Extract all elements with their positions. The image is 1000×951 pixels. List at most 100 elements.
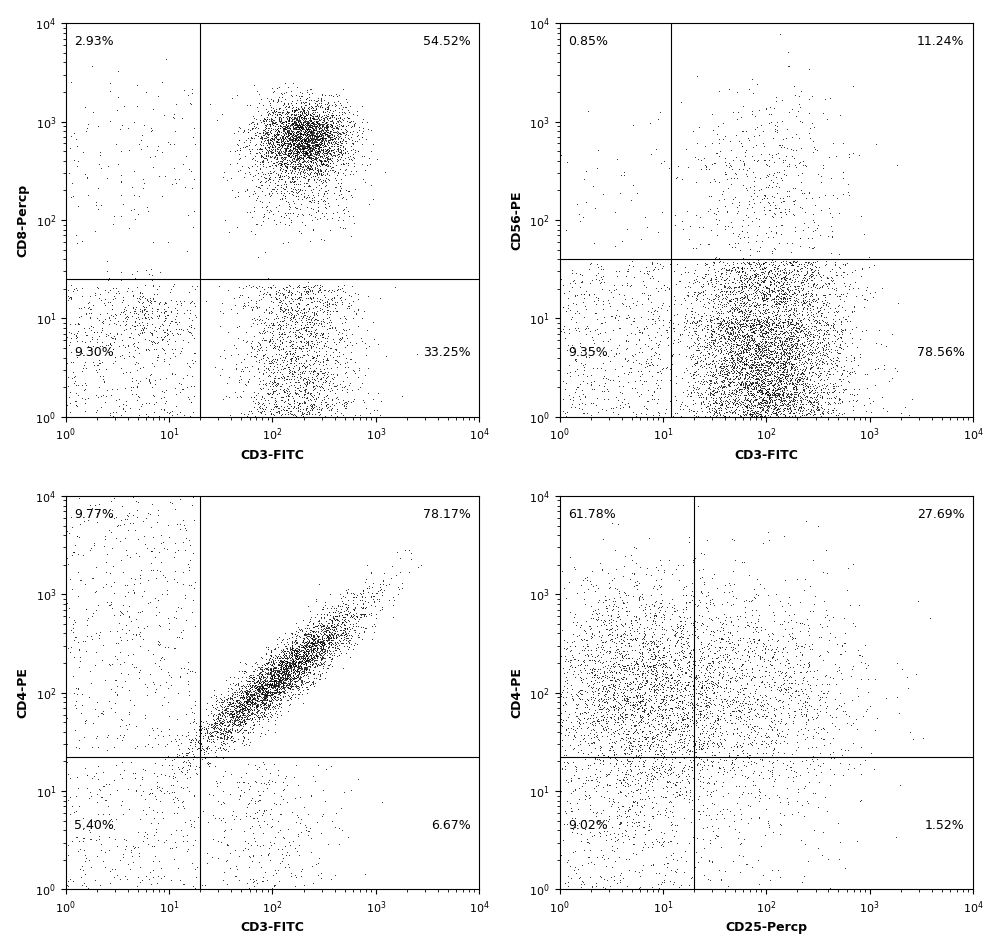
- Point: [674, 394, 690, 409]
- Point: [711, 353, 727, 368]
- Point: [702, 273, 718, 288]
- Point: [711, 378, 727, 394]
- Point: [808, 710, 824, 726]
- Point: [287, 385, 303, 400]
- Point: [302, 166, 318, 182]
- Point: [779, 401, 795, 417]
- Point: [745, 358, 761, 373]
- Point: [294, 160, 310, 175]
- Point: [279, 119, 295, 134]
- Point: [604, 796, 620, 811]
- Point: [241, 278, 257, 293]
- Point: [628, 671, 644, 687]
- Point: [252, 312, 268, 327]
- Point: [328, 157, 344, 172]
- Point: [266, 383, 282, 398]
- Point: [278, 638, 294, 653]
- Point: [696, 341, 712, 357]
- Point: [789, 262, 805, 278]
- Point: [263, 306, 279, 321]
- Point: [316, 618, 332, 633]
- Point: [294, 339, 310, 354]
- Text: 5.40%: 5.40%: [74, 819, 114, 831]
- Point: [662, 680, 678, 695]
- Point: [317, 636, 333, 651]
- Point: [265, 378, 281, 394]
- Point: [668, 636, 684, 651]
- Point: [617, 745, 633, 760]
- Point: [283, 661, 299, 676]
- Point: [280, 79, 296, 94]
- Point: [591, 732, 607, 747]
- Point: [731, 298, 747, 313]
- Point: [775, 131, 791, 146]
- Point: [296, 132, 312, 147]
- Point: [298, 359, 314, 375]
- Point: [764, 373, 780, 388]
- Point: [751, 679, 767, 694]
- Point: [668, 562, 684, 577]
- Point: [766, 405, 782, 420]
- Point: [777, 359, 793, 374]
- Point: [567, 759, 583, 774]
- Point: [773, 678, 789, 693]
- Point: [742, 337, 758, 352]
- Point: [798, 273, 814, 288]
- Point: [648, 737, 664, 752]
- Point: [314, 117, 330, 132]
- Point: [598, 599, 614, 614]
- Point: [627, 723, 643, 738]
- Point: [634, 701, 650, 716]
- Point: [763, 343, 779, 359]
- Point: [290, 403, 306, 418]
- Point: [757, 373, 773, 388]
- Point: [706, 323, 722, 339]
- Point: [552, 312, 568, 327]
- Point: [369, 402, 385, 417]
- Point: [70, 546, 86, 561]
- Point: [585, 611, 601, 626]
- Point: [199, 722, 215, 737]
- Point: [668, 721, 684, 736]
- Point: [799, 346, 815, 361]
- Point: [730, 686, 746, 701]
- Point: [175, 829, 191, 844]
- Point: [264, 677, 280, 692]
- Point: [634, 285, 650, 301]
- Point: [769, 364, 785, 379]
- Point: [764, 283, 780, 299]
- Point: [708, 384, 724, 399]
- Point: [755, 376, 771, 391]
- Point: [334, 625, 350, 640]
- Point: [289, 117, 305, 132]
- Point: [714, 805, 730, 821]
- Point: [156, 297, 172, 312]
- Point: [589, 664, 605, 679]
- Point: [696, 719, 712, 734]
- Point: [817, 342, 833, 358]
- Point: [210, 710, 226, 726]
- Point: [636, 759, 652, 774]
- Point: [563, 687, 579, 702]
- Point: [335, 119, 351, 134]
- Point: [224, 707, 240, 722]
- Point: [592, 665, 608, 680]
- Point: [670, 659, 686, 674]
- Point: [292, 349, 308, 364]
- Point: [256, 690, 272, 706]
- Point: [306, 337, 322, 352]
- Point: [569, 361, 585, 377]
- Point: [156, 689, 172, 705]
- Point: [590, 580, 606, 595]
- Point: [751, 632, 767, 648]
- Point: [314, 176, 330, 191]
- Point: [338, 881, 354, 896]
- Point: [612, 659, 628, 674]
- Point: [829, 267, 845, 282]
- Point: [629, 656, 645, 671]
- Point: [615, 595, 631, 611]
- Point: [726, 358, 742, 373]
- Point: [565, 340, 581, 356]
- Point: [591, 680, 607, 695]
- Point: [299, 652, 315, 668]
